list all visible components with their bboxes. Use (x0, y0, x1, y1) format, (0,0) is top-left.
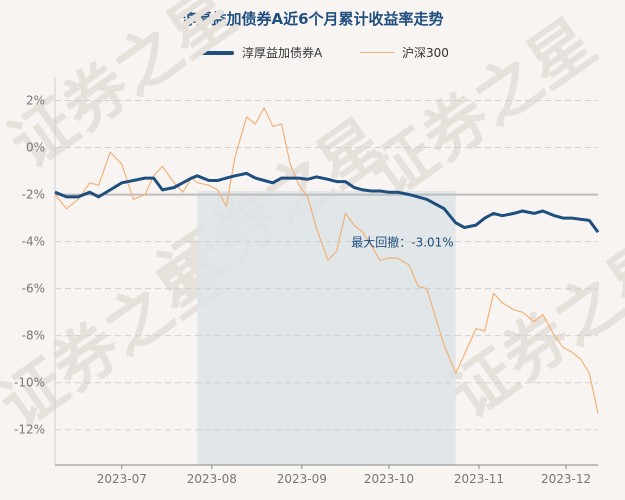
chart-title: 淳厚益加债券A近6个月累计收益率走势 (181, 10, 444, 28)
x-tick-label: 2023-07 (97, 472, 147, 486)
legend-item-fund[interactable]: 淳厚益加债券A (200, 44, 322, 61)
y-tick-label: -4% (22, 235, 45, 249)
series-line-index (54, 106, 599, 414)
watermark-text: 证券之星 (0, 0, 249, 183)
max-drawdown-label: 最大回撤：-3.01% (351, 234, 453, 249)
series-line-fund (54, 171, 600, 234)
x-tick-label: 2023-10 (364, 472, 414, 486)
legend-swatch-index (360, 52, 394, 53)
legend-label-index: 沪深300 (402, 46, 449, 60)
max-drawdown-region (197, 191, 456, 466)
legend: 淳厚益加债券A 沪深300 (0, 44, 625, 62)
y-tick-label: -10% (14, 376, 45, 390)
watermark-text: 证券之星 (437, 226, 625, 433)
legend-label-fund: 淳厚益加债券A (242, 46, 323, 60)
y-tick-label: -12% (14, 423, 45, 437)
y-tick-label: 2% (26, 94, 45, 108)
watermark-text: 证券之星 (357, 6, 609, 213)
y-tick-label: 0% (26, 141, 45, 155)
y-tick-label: -8% (22, 329, 45, 343)
x-tick-label: 2023-11 (454, 472, 504, 486)
y-tick-label: -2% (22, 188, 45, 202)
x-tick-label: 2023-12 (541, 472, 591, 486)
y-tick-label: -6% (22, 282, 45, 296)
legend-swatch-fund (200, 50, 234, 55)
x-tick-label: 2023-09 (277, 472, 327, 486)
x-tick-label: 2023-08 (187, 472, 237, 486)
legend-item-index[interactable]: 沪深300 (360, 44, 449, 61)
